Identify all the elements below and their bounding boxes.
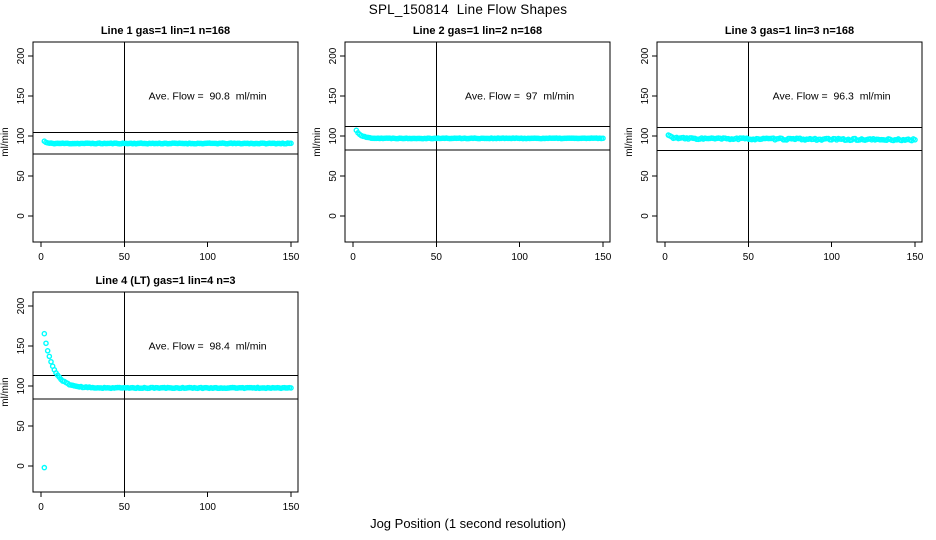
x-tick-label: 100 bbox=[199, 502, 216, 513]
panel-line-2: Line 2 gas=1 lin=2 n=168 0 50 100 150 0 50 100 1… bbox=[312, 20, 624, 270]
y-tick-label: 200 bbox=[16, 47, 27, 64]
y-tick-label: 0 bbox=[16, 463, 27, 469]
figure-title: SPL_150814 Line Flow Shapes bbox=[368, 2, 568, 17]
y-tick-label: 150 bbox=[16, 337, 27, 354]
y-tick-label: 100 bbox=[640, 127, 651, 144]
panel-line-3-plot: Line 3 gas=1 lin=3 n=168 0 50 100 150 0 50 100 1… bbox=[624, 25, 924, 263]
x-tick-label: 50 bbox=[119, 502, 131, 513]
y-tick-label: 0 bbox=[640, 213, 651, 219]
y-axis-label: ml/min bbox=[0, 127, 11, 156]
y-tick-label: 150 bbox=[16, 87, 27, 104]
y-axis-label: ml/min bbox=[624, 127, 635, 156]
panel-line-2-plot: Line 2 gas=1 lin=2 n=168 0 50 100 150 0 50 100 1… bbox=[312, 25, 612, 263]
panel-line-1: Line 1 gas=1 lin=1 n=168 0 50 100 150 0 50 100 1… bbox=[0, 20, 312, 270]
x-tick-label: 150 bbox=[283, 502, 300, 513]
ave-flow-annotation: Ave. Flow = 98.4 ml/min bbox=[149, 341, 267, 353]
x-tick-label: 50 bbox=[119, 252, 131, 263]
x-axis-label: Jog Position (1 second resolution) bbox=[370, 516, 566, 531]
y-tick-label: 100 bbox=[16, 377, 27, 394]
y-tick-label: 50 bbox=[328, 170, 339, 182]
x-tick-label: 150 bbox=[283, 252, 300, 263]
scatter-points bbox=[353, 127, 606, 142]
y-tick-label: 150 bbox=[328, 87, 339, 104]
ave-flow-annotation: Ave. Flow = 96.3 ml/min bbox=[773, 91, 891, 103]
plot-border bbox=[344, 41, 611, 243]
ave-flow-annotation: Ave. Flow = 97 ml/min bbox=[465, 91, 574, 103]
x-tick-label: 100 bbox=[511, 252, 528, 263]
plot-border bbox=[32, 41, 299, 243]
panel-line-4: Line 4 (LT) gas=1 lin=4 n=3 0 50 100 150 0 50 1… bbox=[0, 270, 312, 520]
y-tick-label: 150 bbox=[640, 87, 651, 104]
panel-line-3: Line 3 gas=1 lin=3 n=168 0 50 100 150 0 50 100 1… bbox=[624, 20, 936, 270]
panel-title: Line 2 gas=1 lin=2 n=168 bbox=[413, 25, 542, 37]
x-tick-label: 100 bbox=[823, 252, 840, 263]
scatter-points bbox=[41, 330, 294, 471]
panel-title: Line 1 gas=1 lin=1 n=168 bbox=[101, 25, 230, 37]
y-tick-label: 200 bbox=[640, 47, 651, 64]
x-tick-label: 50 bbox=[743, 252, 755, 263]
x-tick-label: 0 bbox=[38, 252, 44, 263]
panel-line-4-plot: Line 4 (LT) gas=1 lin=4 n=3 0 50 100 150 0 50 1… bbox=[0, 275, 300, 513]
x-tick-label: 100 bbox=[199, 252, 216, 263]
y-tick-label: 50 bbox=[16, 420, 27, 432]
y-axis-label: ml/min bbox=[0, 377, 11, 406]
panel-title: Line 4 (LT) gas=1 lin=4 n=3 bbox=[95, 275, 235, 287]
y-tick-label: 0 bbox=[328, 213, 339, 219]
ave-flow-annotation: Ave. Flow = 90.8 ml/min bbox=[149, 91, 267, 103]
panel-title: Line 3 gas=1 lin=3 n=168 bbox=[725, 25, 854, 37]
x-tick-label: 0 bbox=[38, 502, 44, 513]
y-tick-label: 50 bbox=[640, 170, 651, 182]
x-tick-label: 0 bbox=[350, 252, 356, 263]
y-tick-label: 200 bbox=[16, 297, 27, 314]
outlier-point bbox=[41, 464, 48, 471]
y-axis-label: ml/min bbox=[312, 127, 323, 156]
scatter-points bbox=[41, 138, 294, 147]
plot-border bbox=[32, 291, 299, 493]
x-tick-label: 50 bbox=[431, 252, 443, 263]
x-tick-label: 0 bbox=[662, 252, 668, 263]
y-tick-label: 100 bbox=[16, 127, 27, 144]
plot-border bbox=[656, 41, 923, 243]
scatter-points bbox=[665, 132, 918, 144]
x-tick-label: 150 bbox=[595, 252, 612, 263]
y-tick-label: 100 bbox=[328, 127, 339, 144]
y-tick-label: 50 bbox=[16, 170, 27, 182]
y-tick-label: 200 bbox=[328, 47, 339, 64]
y-tick-label: 0 bbox=[16, 213, 27, 219]
panel-line-1-plot: Line 1 gas=1 lin=1 n=168 0 50 100 150 0 50 100 1… bbox=[0, 25, 300, 263]
x-tick-label: 150 bbox=[907, 252, 924, 263]
